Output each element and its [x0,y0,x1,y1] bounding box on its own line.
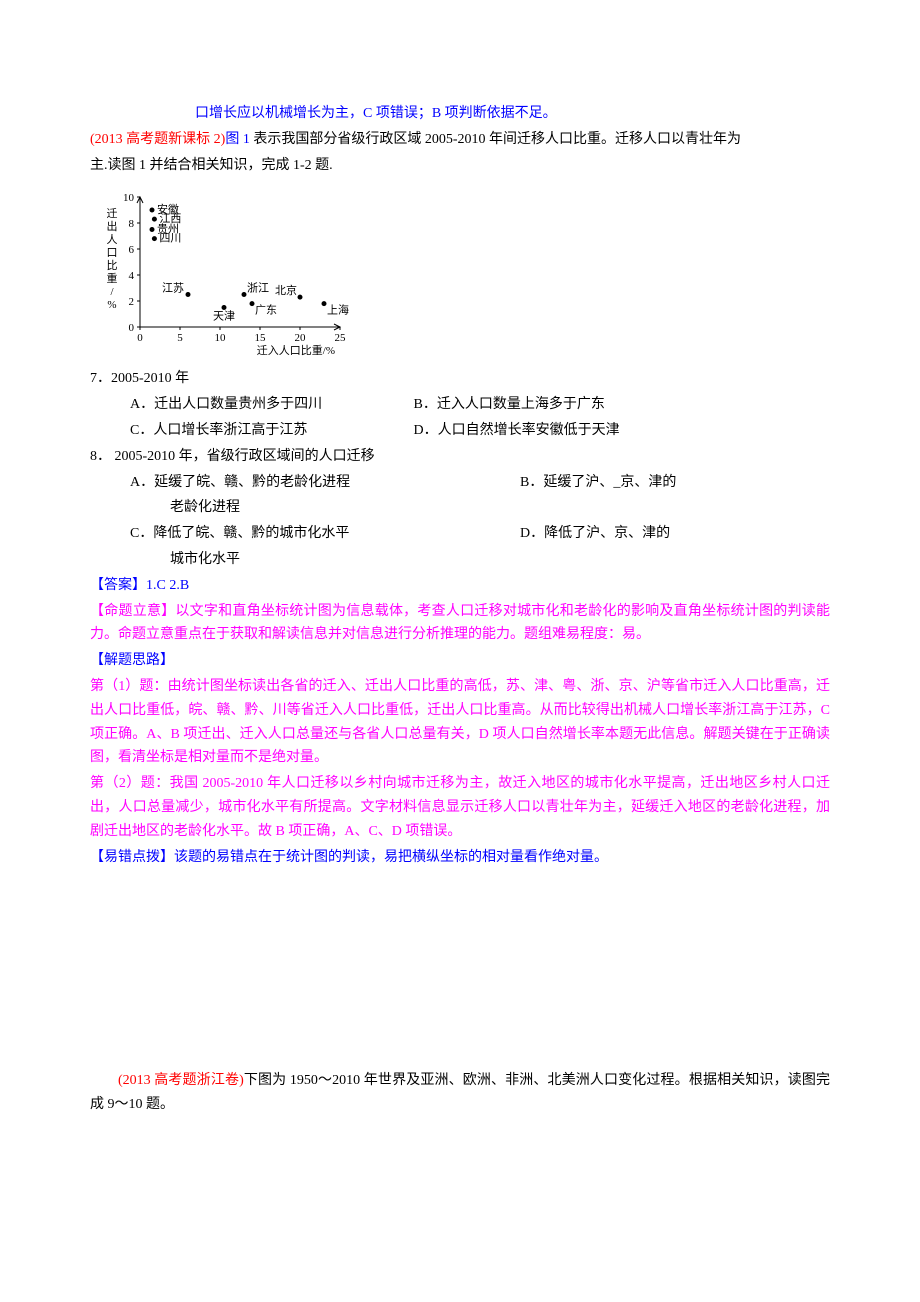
q8-number: 8． [90,449,111,464]
svg-text:浙江: 浙江 [247,282,269,295]
svg-text:8: 8 [129,218,135,230]
method-text-1: 第（1）题：由统计图坐标读出各省的迁入、迁出人口比重的高低，苏、津、粤、浙、京、… [90,675,830,770]
q8-option-a: A．延缓了皖、赣、黔的老龄化进程 [90,471,520,495]
source-label-2: (2013 高考题浙江卷) [118,1073,244,1088]
source-label-1: (2013 高考题新课标 2) [90,132,225,147]
svg-text:出: 出 [107,219,118,233]
svg-text:北京: 北京 [275,283,297,297]
svg-text:比: 比 [107,259,118,272]
migration-scatter-chart: 02468100510152025迁出人口比重/%迁入人口比重/%安徽江西贵州四… [100,187,830,357]
q8-option-b: B．延缓了沪、_京、津的 [520,471,780,495]
scatter-svg: 02468100510152025迁出人口比重/%迁入人口比重/%安徽江西贵州四… [100,187,350,357]
answer-line: 【答案】1.C 2.B [90,574,830,598]
svg-text:重: 重 [107,271,118,285]
method-text-2: 第（2）题：我国 2005-2010 年人口迁移以乡村向城市迁移为主，故迁入地区… [90,772,830,843]
q7-stem: 2005-2010 年 [111,371,189,386]
q7-option-a: A．迁出人口数量贵州多于四川 [130,393,410,417]
q7-option-d: D．人口自然增长率安徽低于天津 [414,419,694,443]
svg-text:%: % [107,299,116,311]
svg-text:迁入人口比重/%: 迁入人口比重/% [257,343,335,357]
svg-text:0: 0 [137,332,143,344]
q7-options-row2: C．人口增长率浙江高于江苏 D．人口自然增长率安徽低于天津 [90,419,830,443]
svg-text:20: 20 [295,332,307,344]
svg-text:5: 5 [177,332,183,344]
question-7: 7．2005-2010 年 [90,367,830,391]
svg-text:江苏: 江苏 [162,282,184,295]
intro-paragraph-1: (2013 高考题新课标 2)图 1 表示我国部分省级行政区域 2005-201… [90,128,830,152]
svg-text:4: 4 [129,270,135,282]
q8-options-row1: A．延缓了皖、赣、黔的老龄化进程 B．延缓了沪、_京、津的 [90,471,830,495]
q7-option-b: B．迁入人口数量上海多于广东 [414,393,694,417]
top-fragment: 口增长应以机械增长为主，C 项错误；B 项判断依据不足。 [90,102,830,126]
q8-option-c: C．降低了皖、赣、黔的城市化水平 [90,522,520,546]
question-8: 8． 2005-2010 年，省级行政区域间的人口迁移 [90,445,830,469]
intent-text: 以文字和直角坐标统计图为信息载体，考查人口迁移对城市化和老龄化的影响及直角坐标统… [90,604,830,643]
svg-text:迁: 迁 [107,207,118,220]
svg-text:0: 0 [129,322,135,334]
svg-text:天津: 天津 [213,310,235,323]
q7-options-row1: A．迁出人口数量贵州多于四川 B．迁入人口数量上海多于广东 [90,393,830,417]
q8-options-row2: C．降低了皖、赣、黔的城市化水平 D．降低了沪、京、津的 [90,522,830,546]
intro-text-1b: 主.读图 1 并结合相关知识，完成 1-2 题. [90,154,830,178]
svg-text:15: 15 [255,332,267,344]
intent-label: 【命题立意】 [90,604,175,619]
svg-text:10: 10 [123,192,135,204]
svg-text:2: 2 [129,296,135,308]
intro-text-1: 表示我国部分省级行政区域 2005-2010 年间迁移人口比重。迁移人口以青壮年… [253,132,741,147]
q7-option-c: C．人口增长率浙江高于江苏 [130,419,410,443]
q8-option-d-cont: 城市化水平 [90,548,830,572]
q8-option-a-cont: 老龄化进程 [90,496,830,520]
svg-text:25: 25 [335,332,347,344]
intent-paragraph: 【命题立意】以文字和直角坐标统计图为信息载体，考查人口迁移对城市化和老龄化的影响… [90,600,830,648]
answer-label: 【答案】 [90,578,146,593]
svg-text:口: 口 [107,247,118,259]
svg-text:/: / [110,286,114,298]
q8-stem: 2005-2010 年，省级行政区域间的人口迁移 [111,449,375,464]
method-label-line: 【解题思路】 [90,649,830,673]
intro-paragraph-2: (2013 高考题浙江卷)下图为 1950～2010 年世界及亚洲、欧洲、非洲、… [90,1069,830,1117]
tip-line: 【易错点拨】该题的易错点在于统计图的判读，易把横纵坐标的相对量看作绝对量。 [90,846,830,870]
answer-text: 1.C 2.B [146,578,189,593]
svg-text:上海: 上海 [327,303,349,317]
svg-text:6: 6 [129,244,135,256]
svg-text:广东: 广东 [255,304,277,317]
svg-text:人: 人 [107,233,118,246]
tip-text: 该题的易错点在于统计图的判读，易把横纵坐标的相对量看作绝对量。 [174,850,608,865]
tip-label: 【易错点拨】 [90,850,174,865]
q8-option-d: D．降低了沪、京、津的 [520,522,780,546]
svg-text:10: 10 [215,332,227,344]
q7-number: 7． [90,371,111,386]
intro-link-text: 图 1 [225,132,253,147]
svg-text:四川: 四川 [159,233,181,245]
